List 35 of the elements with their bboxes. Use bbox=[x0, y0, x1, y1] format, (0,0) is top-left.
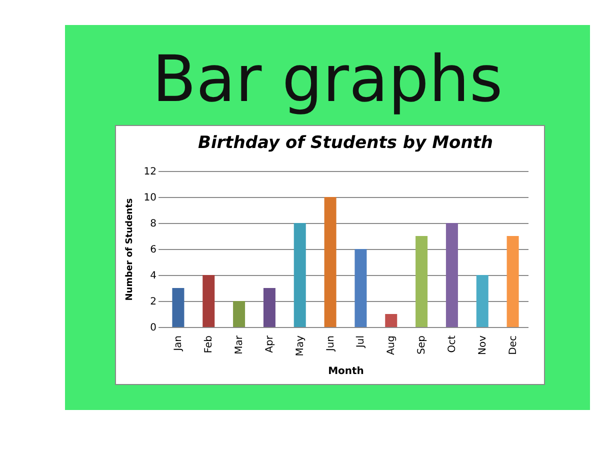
x-tick-label: Aug bbox=[386, 336, 398, 356]
x-tick-label: Apr bbox=[264, 334, 276, 353]
bar bbox=[233, 301, 246, 327]
x-tick-label: Dec bbox=[508, 336, 519, 355]
bar bbox=[476, 275, 488, 327]
bar bbox=[416, 236, 428, 327]
x-tick-label: Mar bbox=[234, 334, 246, 354]
y-tick-label: 8 bbox=[150, 218, 156, 230]
bar bbox=[263, 288, 276, 327]
bar bbox=[172, 288, 184, 327]
x-tick-label: Sep bbox=[416, 336, 428, 354]
x-tick-label: Feb bbox=[204, 336, 215, 354]
chart-subtitle: Birthday of Students by Month bbox=[198, 133, 494, 153]
bar bbox=[385, 314, 398, 327]
x-axis-title: Month bbox=[328, 366, 364, 378]
y-tick-label: 10 bbox=[144, 192, 156, 204]
bar bbox=[202, 275, 215, 327]
x-tick-label: May bbox=[294, 335, 306, 356]
y-tick-label: 12 bbox=[144, 166, 156, 178]
y-tick-label: 4 bbox=[150, 270, 156, 282]
y-axis-title: Number of Students bbox=[124, 198, 135, 301]
x-tick-label: Jun bbox=[325, 336, 336, 352]
bar bbox=[324, 197, 336, 327]
x-tick-label: Oct bbox=[446, 335, 458, 353]
x-tick-label: Jan bbox=[173, 336, 184, 352]
bar bbox=[446, 223, 458, 327]
chart-title: Bar graphs bbox=[151, 43, 504, 117]
bar bbox=[354, 249, 367, 327]
bar bbox=[294, 223, 306, 327]
y-tick-label: 6 bbox=[150, 244, 156, 256]
y-tick-label: 0 bbox=[150, 322, 156, 334]
bar bbox=[506, 236, 519, 327]
y-tick-label: 2 bbox=[150, 296, 156, 308]
x-tick-label: Jul bbox=[356, 336, 367, 349]
x-tick-label: Nov bbox=[477, 335, 488, 356]
